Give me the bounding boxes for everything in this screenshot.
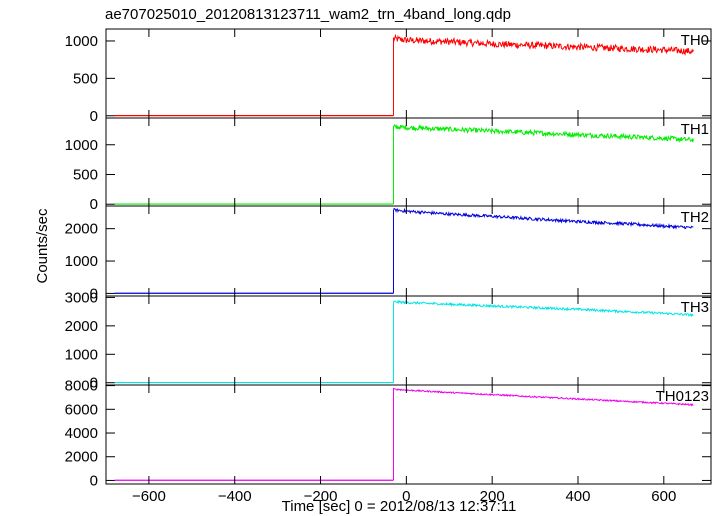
y-tick-label: 1000 [65,33,98,50]
y-tick-label: 2000 [65,449,98,466]
panel-frame [105,205,712,297]
y-tick-label: 3000 [65,289,98,306]
x-tick-label: −600 [132,488,166,505]
panel-label: TH1 [681,121,709,138]
x-tick-label: −200 [304,488,338,505]
series-line-th1 [392,123,694,205]
y-tick-label: 500 [73,70,98,87]
panel-frame [105,117,712,207]
y-tick-label: 0 [90,196,98,213]
x-axis-label: Time [sec] 0 = 2012/08/13 12:37:11 [282,498,517,515]
y-tick-label: 1000 [65,137,98,154]
panel-label: TH0 [681,32,709,49]
y-tick-label: 500 [73,166,98,183]
y-tick-label: 0 [90,108,98,125]
panel-th0123: 0 2000 4000 6000 8000 TH0123 [65,378,712,489]
panel-label: TH3 [681,299,709,316]
x-tick-label: 600 [651,488,676,505]
panel-frame [105,384,712,485]
y-tick-label: 8000 [65,378,98,395]
x-axis-ticks: −600 −400 −200 0 200 400 600 [132,488,676,505]
panel-frame [105,28,712,119]
panel-label: TH0123 [656,388,709,405]
y-tick-label: 6000 [65,401,98,418]
y-tick-label: 4000 [65,425,98,442]
panel-frame [105,295,712,386]
series-line-th2 [392,207,694,294]
y-tick-label: 0 [90,375,98,392]
panel-label: TH2 [681,209,709,226]
x-tick-label: 400 [565,488,590,505]
series-line-th0 [392,33,694,116]
y-axis-label: Counts/sec [34,208,51,284]
panel-th0: 0 500 1000 TH0 [65,28,712,125]
y-tick-label: 0 [90,472,98,489]
panel-th1: 0 500 1000 TH1 [65,117,712,213]
series-line-th0123 [392,387,694,481]
panel-th2: 0 1000 2000 TH2 [65,205,712,302]
x-tick-label: −400 [218,488,252,505]
chart-title: ae707025010_20120813123711_wam2_trn_4ban… [105,6,511,23]
y-tick-label: 2000 [65,221,98,238]
panel-th3: 0 1000 2000 3000 TH3 [65,289,712,392]
y-tick-label: 1000 [65,346,98,363]
x-tick-label: 200 [480,488,505,505]
y-tick-label: 0 [90,285,98,302]
x-tick-label: 0 [402,488,410,505]
y-tick-label: 2000 [65,318,98,335]
panel-stack: 0 500 1000 TH0 0 500 1000 TH1 0 1000 2000 TH2 0 1000 2… [65,28,712,489]
y-tick-label: 1000 [65,253,98,270]
series-line-th3 [392,299,694,383]
